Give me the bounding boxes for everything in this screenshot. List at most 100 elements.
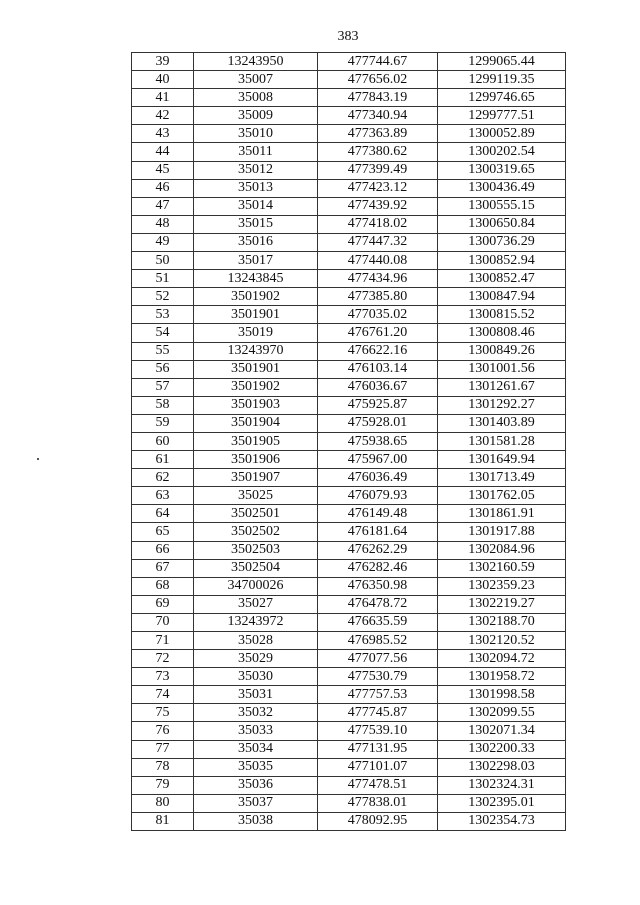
x-coordinate-cell: 476478.72 (317, 594, 438, 614)
x-coordinate-cell: 476036.49 (317, 468, 438, 488)
table-row: 70 13243972 476635.59 1302188.70 (131, 612, 566, 633)
y-coordinate-cell: 1300555.15 (437, 196, 566, 216)
row-number-cell: 64 (131, 504, 194, 524)
x-coordinate-cell: 477101.07 (317, 757, 438, 777)
y-coordinate-cell: 1301649.94 (437, 450, 566, 470)
row-number-cell: 48 (131, 214, 194, 234)
y-coordinate-cell: 1300849.26 (437, 341, 566, 361)
row-number-cell: 50 (131, 251, 194, 271)
row-number-cell: 66 (131, 540, 194, 560)
y-coordinate-cell: 1300852.94 (437, 251, 566, 271)
table-row: 51 13243845 477434.96 1300852.47 (131, 269, 566, 289)
y-coordinate-cell: 1299065.44 (437, 51, 566, 72)
x-coordinate-cell: 477399.49 (317, 160, 438, 180)
point-id-cell: 35030 (193, 667, 318, 687)
page-number: 383 (337, 29, 359, 44)
y-coordinate-cell: 1299119.35 (437, 70, 566, 90)
point-id-cell: 3501901 (193, 359, 318, 379)
y-coordinate-cell: 1301403.89 (437, 413, 566, 433)
table-row: 60 3501905 475938.65 1301581.28 (131, 431, 566, 452)
point-id-cell: 35016 (193, 232, 318, 253)
x-coordinate-cell: 477843.19 (317, 88, 438, 108)
point-id-cell: 3501906 (193, 450, 318, 470)
y-coordinate-cell: 1301958.72 (437, 667, 566, 687)
point-id-cell: 13243972 (193, 612, 318, 633)
table-row: 42 35009 477340.94 1299777.51 (131, 106, 566, 126)
x-coordinate-cell: 476149.48 (317, 504, 438, 524)
point-id-cell: 35029 (193, 649, 318, 669)
y-coordinate-cell: 1301261.67 (437, 377, 566, 397)
x-coordinate-cell: 477478.51 (317, 775, 438, 795)
point-id-cell: 35032 (193, 703, 318, 723)
y-coordinate-cell: 1302219.27 (437, 594, 566, 614)
table-row: 64 3502501 476149.48 1301861.91 (131, 504, 566, 524)
point-id-cell: 3501907 (193, 468, 318, 488)
x-coordinate-cell: 475938.65 (317, 431, 438, 452)
y-coordinate-cell: 1302359.23 (437, 576, 566, 596)
coordinates-table: 39 13243950 477744.67 1299065.44 40 35007 4776… (131, 51, 566, 832)
table-row: 57 3501902 476036.67 1301261.67 (131, 377, 566, 397)
y-coordinate-cell: 1302094.72 (437, 649, 566, 669)
y-coordinate-cell: 1300319.65 (437, 160, 566, 180)
table-row: 74 35031 477757.53 1301998.58 (131, 685, 566, 705)
table-row: 72 35029 477077.56 1302094.72 (131, 649, 566, 669)
table-row: 50 35017 477440.08 1300852.94 (131, 251, 566, 271)
y-coordinate-cell: 1302188.70 (437, 612, 566, 633)
x-coordinate-cell: 476635.59 (317, 612, 438, 633)
table-row: 46 35013 477423.12 1300436.49 (131, 178, 566, 198)
x-coordinate-cell: 477363.89 (317, 124, 438, 144)
x-coordinate-cell: 477656.02 (317, 70, 438, 90)
x-coordinate-cell: 476181.64 (317, 522, 438, 542)
point-id-cell: 3501903 (193, 395, 318, 415)
y-coordinate-cell: 1302084.96 (437, 540, 566, 560)
row-number-cell: 43 (131, 124, 194, 144)
point-id-cell: 35009 (193, 106, 318, 126)
row-number-cell: 80 (131, 793, 194, 813)
y-coordinate-cell: 1301861.91 (437, 504, 566, 524)
x-coordinate-cell: 477434.96 (317, 269, 438, 289)
point-id-cell: 13243845 (193, 269, 318, 289)
row-number-cell: 40 (131, 70, 194, 90)
scan-speck (37, 458, 39, 460)
y-coordinate-cell: 1300808.46 (437, 323, 566, 343)
x-coordinate-cell: 477340.94 (317, 106, 438, 126)
x-coordinate-cell: 477447.32 (317, 232, 438, 253)
x-coordinate-cell: 477757.53 (317, 685, 438, 705)
y-coordinate-cell: 1300847.94 (437, 287, 566, 307)
row-number-cell: 45 (131, 160, 194, 180)
row-number-cell: 67 (131, 558, 194, 578)
table-row: 71 35028 476985.52 1302120.52 (131, 630, 566, 651)
row-number-cell: 51 (131, 269, 194, 289)
x-coordinate-cell: 476262.29 (317, 540, 438, 560)
point-id-cell: 3501905 (193, 431, 318, 452)
y-coordinate-cell: 1299777.51 (437, 106, 566, 126)
row-number-cell: 74 (131, 685, 194, 705)
y-coordinate-cell: 1301998.58 (437, 685, 566, 705)
y-coordinate-cell: 1300736.29 (437, 232, 566, 253)
point-id-cell: 35034 (193, 739, 318, 759)
table-row: 77 35034 477131.95 1302200.33 (131, 739, 566, 759)
x-coordinate-cell: 477838.01 (317, 793, 438, 813)
row-number-cell: 61 (131, 450, 194, 470)
point-id-cell: 35025 (193, 486, 318, 506)
point-id-cell: 35027 (193, 594, 318, 614)
x-coordinate-cell: 476282.46 (317, 558, 438, 578)
point-id-cell: 35036 (193, 775, 318, 795)
point-id-cell: 35017 (193, 251, 318, 271)
row-number-cell: 77 (131, 739, 194, 759)
table-row: 69 35027 476478.72 1302219.27 (131, 594, 566, 614)
table-row: 39 13243950 477744.67 1299065.44 (131, 51, 566, 72)
point-id-cell: 13243950 (193, 51, 318, 72)
table-row: 47 35014 477439.92 1300555.15 (131, 196, 566, 216)
point-id-cell: 3501902 (193, 287, 318, 307)
y-coordinate-cell: 1302395.01 (437, 793, 566, 813)
row-number-cell: 55 (131, 341, 194, 361)
table-row: 65 3502502 476181.64 1301917.88 (131, 522, 566, 542)
point-id-cell: 35008 (193, 88, 318, 108)
y-coordinate-cell: 1299746.65 (437, 88, 566, 108)
row-number-cell: 44 (131, 142, 194, 162)
row-number-cell: 49 (131, 232, 194, 253)
x-coordinate-cell: 476622.16 (317, 341, 438, 361)
y-coordinate-cell: 1301762.05 (437, 486, 566, 506)
x-coordinate-cell: 477744.67 (317, 51, 438, 72)
